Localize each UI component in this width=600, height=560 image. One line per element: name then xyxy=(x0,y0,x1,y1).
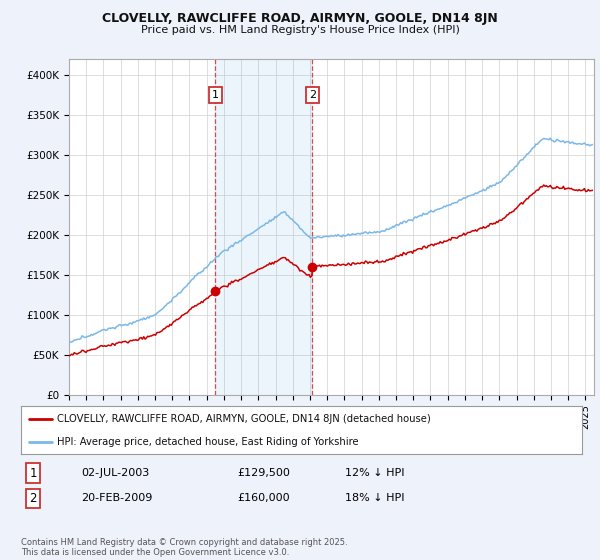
Text: CLOVELLY, RAWCLIFFE ROAD, AIRMYN, GOOLE, DN14 8JN (detached house): CLOVELLY, RAWCLIFFE ROAD, AIRMYN, GOOLE,… xyxy=(58,414,431,424)
Text: 18% ↓ HPI: 18% ↓ HPI xyxy=(345,493,404,503)
Text: 02-JUL-2003: 02-JUL-2003 xyxy=(81,468,149,478)
Text: 12% ↓ HPI: 12% ↓ HPI xyxy=(345,468,404,478)
Text: Contains HM Land Registry data © Crown copyright and database right 2025.
This d: Contains HM Land Registry data © Crown c… xyxy=(21,538,347,557)
Text: 2: 2 xyxy=(308,90,316,100)
Text: HPI: Average price, detached house, East Riding of Yorkshire: HPI: Average price, detached house, East… xyxy=(58,437,359,447)
Text: Price paid vs. HM Land Registry's House Price Index (HPI): Price paid vs. HM Land Registry's House … xyxy=(140,25,460,35)
Text: £160,000: £160,000 xyxy=(237,493,290,503)
Text: £129,500: £129,500 xyxy=(237,468,290,478)
Bar xyxy=(215,59,312,395)
Text: 2: 2 xyxy=(29,492,37,505)
Text: 1: 1 xyxy=(29,466,37,480)
Text: CLOVELLY, RAWCLIFFE ROAD, AIRMYN, GOOLE, DN14 8JN: CLOVELLY, RAWCLIFFE ROAD, AIRMYN, GOOLE,… xyxy=(102,12,498,25)
Text: 1: 1 xyxy=(212,90,219,100)
Text: 20-FEB-2009: 20-FEB-2009 xyxy=(81,493,152,503)
